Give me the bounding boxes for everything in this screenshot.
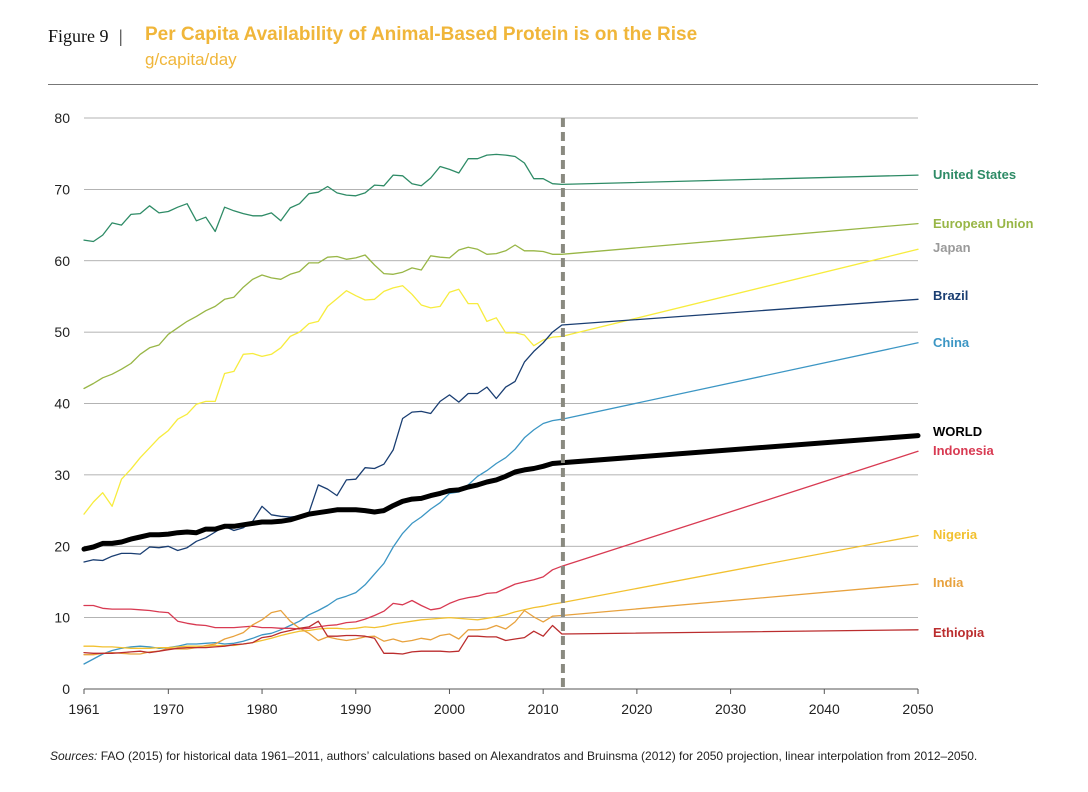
series-line-indonesia xyxy=(83,450,919,630)
sources-note: Sources: FAO (2015) for historical data … xyxy=(50,749,977,763)
y-tick-label-10: 10 xyxy=(54,610,70,626)
series-label-china: China xyxy=(933,335,970,350)
series-label-united-states: United States xyxy=(933,167,1016,182)
x-tick-label-1961: 1961 xyxy=(68,701,99,717)
x-tick-label-2050: 2050 xyxy=(902,701,933,717)
series-labels: United States European Union Japan Brazil Ch… xyxy=(933,167,1033,640)
x-tick-label-2040: 2040 xyxy=(809,701,840,717)
x-tick-label-1990: 1990 xyxy=(340,701,371,717)
chart-title: Per Capita Availability of Animal-Based … xyxy=(145,24,698,45)
series-label-india: India xyxy=(933,575,964,590)
x-tick-label-2030: 2030 xyxy=(715,701,746,717)
y-axis: 0 10 20 30 40 50 60 70 80 xyxy=(54,110,70,697)
series-label-nigeria: Nigeria xyxy=(933,527,978,542)
series-line-brazil xyxy=(83,298,919,563)
x-tick-label-1980: 1980 xyxy=(246,701,277,717)
series-line-european-union xyxy=(83,222,919,390)
y-tick-label-30: 30 xyxy=(54,467,70,483)
sources-prefix: Sources: xyxy=(50,749,98,763)
gridlines xyxy=(84,117,918,690)
x-tick-label-1970: 1970 xyxy=(153,701,184,717)
series-label-european-union: European Union xyxy=(933,216,1033,231)
y-tick-label-70: 70 xyxy=(54,181,70,197)
x-axis: 1961 1970 1980 1990 2000 2010 2020 2030 2040 2050 xyxy=(68,689,934,717)
sources-text: FAO (2015) for historical data 1961–2011… xyxy=(100,749,978,763)
series-line-japan xyxy=(83,248,919,515)
x-tick-label-2000: 2000 xyxy=(434,701,465,717)
figure-header: Figure 9 | Per Capita Availability of An… xyxy=(48,22,1038,85)
series-label-brazil: Brazil xyxy=(933,288,968,303)
series-label-world: WORLD xyxy=(933,424,982,439)
series-label-japan: Japan xyxy=(933,240,971,255)
series-line-india xyxy=(83,583,919,656)
series-line-ethiopia xyxy=(83,620,919,655)
x-tick-label-2010: 2010 xyxy=(528,701,559,717)
series-line-united-states xyxy=(83,153,919,243)
y-tick-label-60: 60 xyxy=(54,253,70,269)
figure-label: Figure 9 | xyxy=(48,26,123,47)
y-tick-label-40: 40 xyxy=(54,396,70,412)
y-tick-label-0: 0 xyxy=(62,681,70,697)
series-line-world xyxy=(81,433,921,552)
chart-subtitle: g/capita/day xyxy=(145,50,237,69)
y-tick-label-20: 20 xyxy=(54,538,70,554)
figure-separator: | xyxy=(119,26,123,46)
x-tick-label-2020: 2020 xyxy=(621,701,652,717)
figure-number: Figure 9 xyxy=(48,26,109,46)
y-tick-label-50: 50 xyxy=(54,324,70,340)
y-tick-label-80: 80 xyxy=(54,110,70,126)
series-lines xyxy=(81,153,921,665)
series-line-nigeria xyxy=(83,534,919,649)
series-label-indonesia: Indonesia xyxy=(933,443,994,458)
series-label-ethiopia: Ethiopia xyxy=(933,625,985,640)
